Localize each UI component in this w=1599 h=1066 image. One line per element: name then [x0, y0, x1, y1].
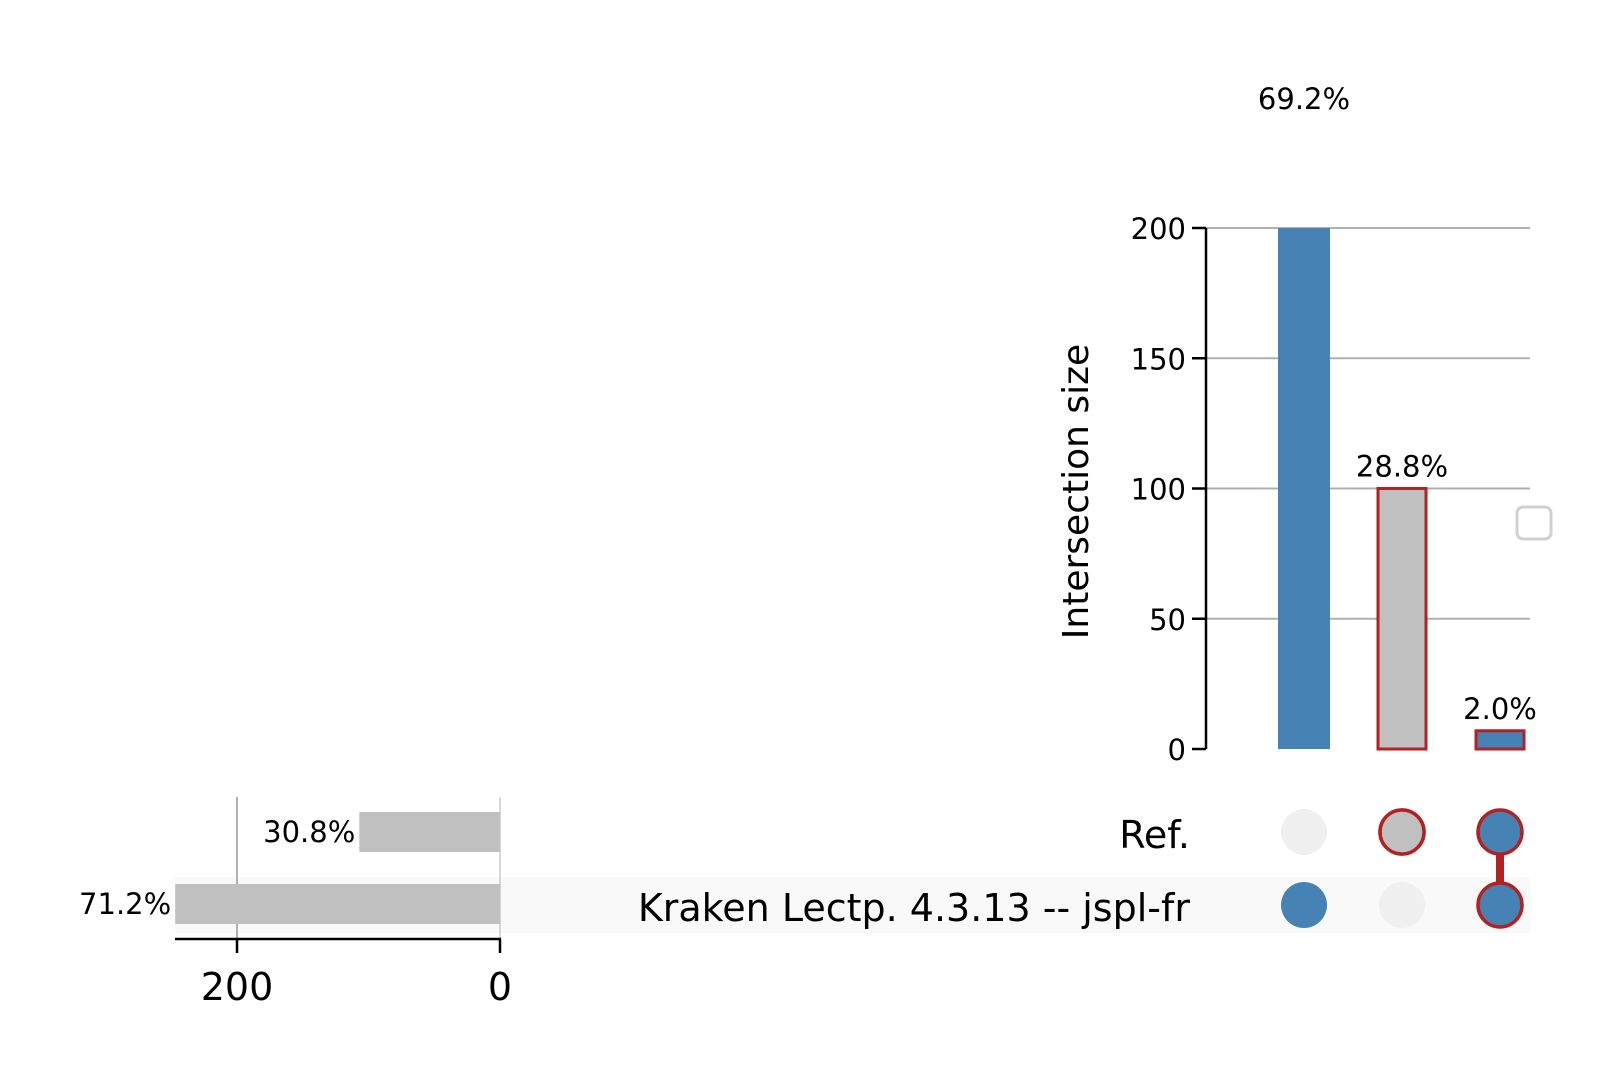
- y-tick-label: 200: [1131, 212, 1186, 246]
- matrix-dot-inactive: [1379, 882, 1425, 928]
- set-size-label: 71.2%: [79, 887, 171, 921]
- bar-value-label: 69.2%: [1258, 82, 1350, 116]
- set-name-label: Ref.: [1119, 813, 1190, 857]
- legend-box: [1515, 505, 1553, 541]
- bar-value-label: 2.0%: [1463, 692, 1537, 726]
- set-size-bar-2: [175, 884, 500, 924]
- y-tick-label: 150: [1131, 342, 1186, 376]
- intersection-bar-1: [1278, 228, 1330, 749]
- intersection-bar-2: [1376, 487, 1428, 751]
- matrix-dot-active: [1476, 808, 1524, 856]
- intersection-bar-3: [1474, 729, 1526, 751]
- x-tick-label: 0: [488, 965, 512, 1009]
- bar-value-label: 28.8%: [1356, 450, 1448, 484]
- set-size-bar-1: [359, 812, 500, 852]
- matrix-dot-highlight: [1378, 808, 1426, 856]
- set-size-label: 30.8%: [263, 815, 355, 849]
- matrix-dot-active: [1476, 881, 1524, 929]
- y-tick-label: 0: [1168, 733, 1186, 767]
- y-tick-label: 100: [1131, 473, 1186, 507]
- y-axis-label: Intersection size: [1056, 344, 1097, 639]
- matrix-dot-active: [1281, 882, 1327, 928]
- matrix-dot-inactive: [1281, 809, 1327, 855]
- x-tick-label: 200: [201, 965, 274, 1009]
- y-tick-label: 50: [1149, 603, 1186, 637]
- set-name-label: Kraken Lectp. 4.3.13 -- jspl-fr: [638, 886, 1191, 930]
